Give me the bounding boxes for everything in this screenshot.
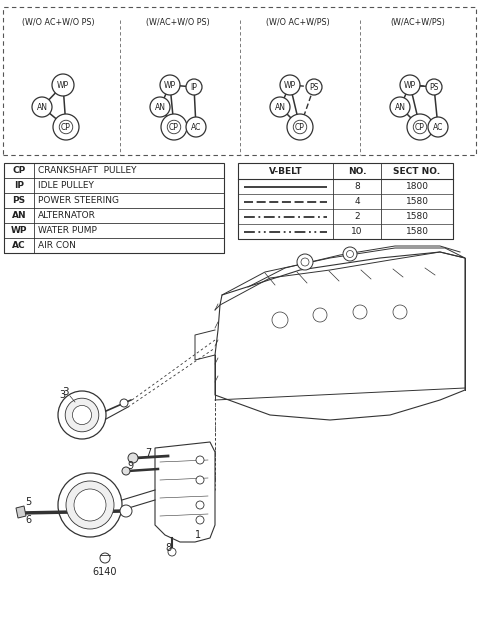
Circle shape xyxy=(270,97,290,117)
Text: 2: 2 xyxy=(354,212,360,221)
Text: 7: 7 xyxy=(145,448,151,458)
Text: AN: AN xyxy=(395,102,406,111)
Circle shape xyxy=(72,405,92,424)
Text: AC: AC xyxy=(12,241,26,250)
Text: 3: 3 xyxy=(59,390,65,400)
Circle shape xyxy=(428,117,448,137)
Polygon shape xyxy=(215,252,465,420)
Circle shape xyxy=(400,75,420,95)
Text: WP: WP xyxy=(164,81,176,90)
Polygon shape xyxy=(155,442,215,542)
Circle shape xyxy=(53,114,79,140)
Text: 5: 5 xyxy=(25,497,31,507)
Circle shape xyxy=(390,97,410,117)
Text: WATER PUMP: WATER PUMP xyxy=(38,226,97,235)
Text: CP: CP xyxy=(295,122,305,131)
Text: 6: 6 xyxy=(25,515,31,525)
Text: POWER STEERING: POWER STEERING xyxy=(38,196,119,205)
Circle shape xyxy=(343,247,357,261)
Circle shape xyxy=(100,553,110,563)
Text: AIR CON: AIR CON xyxy=(38,241,76,250)
Text: (W/AC+W/PS): (W/AC+W/PS) xyxy=(391,17,445,26)
Text: 8: 8 xyxy=(354,182,360,191)
Text: AN: AN xyxy=(155,102,166,111)
Text: CP: CP xyxy=(169,122,179,131)
Circle shape xyxy=(287,114,313,140)
Text: NO.: NO. xyxy=(348,166,366,175)
Text: IP: IP xyxy=(191,83,197,92)
Circle shape xyxy=(280,75,300,95)
Circle shape xyxy=(74,489,106,521)
Text: 1580: 1580 xyxy=(406,212,429,221)
Text: PS: PS xyxy=(309,83,319,92)
Circle shape xyxy=(196,516,204,524)
Text: ALTERNATOR: ALTERNATOR xyxy=(38,211,96,220)
Circle shape xyxy=(306,79,322,95)
Text: WP: WP xyxy=(404,81,416,90)
Circle shape xyxy=(186,117,206,137)
Text: CP: CP xyxy=(415,122,425,131)
Circle shape xyxy=(32,97,52,117)
Circle shape xyxy=(66,481,114,529)
Text: 6140: 6140 xyxy=(93,567,117,577)
Text: 3: 3 xyxy=(62,387,68,397)
Text: WP: WP xyxy=(284,81,296,90)
Circle shape xyxy=(120,399,128,407)
Text: CP: CP xyxy=(12,166,25,175)
Text: CRANKSHAFT  PULLEY: CRANKSHAFT PULLEY xyxy=(38,166,136,175)
Circle shape xyxy=(160,75,180,95)
Text: IDLE PULLEY: IDLE PULLEY xyxy=(38,181,94,190)
Circle shape xyxy=(407,114,433,140)
Text: AN: AN xyxy=(275,102,286,111)
Circle shape xyxy=(196,456,204,464)
Text: CP: CP xyxy=(61,122,71,131)
Circle shape xyxy=(196,501,204,509)
Text: 9: 9 xyxy=(127,461,133,471)
Polygon shape xyxy=(16,506,26,518)
Circle shape xyxy=(196,476,204,484)
Text: IP: IP xyxy=(14,181,24,190)
Text: AN: AN xyxy=(36,102,48,111)
Text: WP: WP xyxy=(57,81,69,90)
Text: 1: 1 xyxy=(195,530,201,540)
Text: 10: 10 xyxy=(351,227,363,236)
Text: 4: 4 xyxy=(354,197,360,206)
Circle shape xyxy=(186,79,202,95)
Circle shape xyxy=(297,254,313,270)
Text: 1580: 1580 xyxy=(406,197,429,206)
Circle shape xyxy=(426,79,442,95)
Text: PS: PS xyxy=(12,196,25,205)
Text: V-BELT: V-BELT xyxy=(269,166,302,175)
Text: (W/O AC+W/O PS): (W/O AC+W/O PS) xyxy=(22,17,94,26)
Text: AC: AC xyxy=(433,122,443,131)
Text: AC: AC xyxy=(191,122,201,131)
FancyBboxPatch shape xyxy=(238,163,453,239)
Circle shape xyxy=(150,97,170,117)
Text: 8: 8 xyxy=(165,543,171,553)
Circle shape xyxy=(58,473,122,537)
Text: (W/AC+W/O PS): (W/AC+W/O PS) xyxy=(146,17,210,26)
Circle shape xyxy=(52,74,74,96)
Text: 1800: 1800 xyxy=(406,182,429,191)
Circle shape xyxy=(58,391,106,439)
Text: (W/O AC+W/PS): (W/O AC+W/PS) xyxy=(266,17,330,26)
Text: SECT NO.: SECT NO. xyxy=(394,166,441,175)
Circle shape xyxy=(128,453,138,463)
Text: PS: PS xyxy=(429,83,439,92)
Text: 1580: 1580 xyxy=(406,227,429,236)
Circle shape xyxy=(161,114,187,140)
Circle shape xyxy=(120,505,132,517)
Circle shape xyxy=(65,398,99,432)
Text: WP: WP xyxy=(11,226,27,235)
FancyBboxPatch shape xyxy=(4,163,224,253)
Text: AN: AN xyxy=(12,211,26,220)
Circle shape xyxy=(122,467,130,475)
Circle shape xyxy=(168,548,176,556)
